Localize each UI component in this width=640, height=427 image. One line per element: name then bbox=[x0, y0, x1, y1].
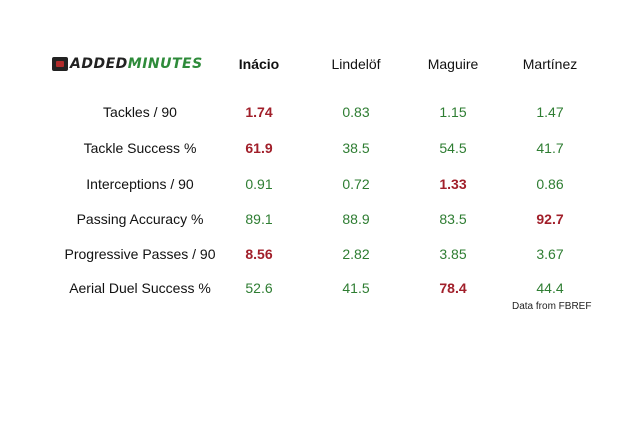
stat-cell: 0.91 bbox=[245, 176, 273, 192]
stat-cell-best: 78.4 bbox=[439, 280, 467, 296]
added-minutes-logo: ADDEDMINUTES bbox=[52, 55, 203, 73]
logo-minutes: MINUTES bbox=[127, 56, 203, 72]
stat-cell-best: 8.56 bbox=[245, 246, 273, 262]
row-label: Progressive Passes / 90 bbox=[64, 246, 216, 262]
row-label: Tackle Success % bbox=[83, 140, 197, 156]
stat-cell: 2.82 bbox=[342, 246, 370, 262]
player-header-3: Maguire bbox=[427, 56, 479, 72]
stat-cell: 0.86 bbox=[536, 176, 564, 192]
stat-cell: 52.6 bbox=[245, 280, 273, 296]
stat-cell-best: 1.74 bbox=[245, 104, 273, 120]
logo-text: ADDEDMINUTES bbox=[70, 56, 203, 72]
stat-cell: 41.7 bbox=[536, 140, 564, 156]
stat-cell: 38.5 bbox=[342, 140, 370, 156]
stat-cell: 1.15 bbox=[439, 104, 467, 120]
player-header-4: Martínez bbox=[522, 56, 578, 72]
stat-cell: 1.47 bbox=[536, 104, 564, 120]
row-label: Tackles / 90 bbox=[103, 104, 177, 120]
row-label: Interceptions / 90 bbox=[86, 176, 194, 192]
stat-cell: 44.4 bbox=[536, 280, 564, 296]
stat-cell: 83.5 bbox=[439, 211, 467, 227]
stat-cell: 54.5 bbox=[439, 140, 467, 156]
source-note: Data from FBREF bbox=[512, 301, 592, 312]
stat-cell: 3.85 bbox=[439, 246, 467, 262]
player-header-2: Lindelöf bbox=[331, 56, 381, 72]
stat-cell-best: 92.7 bbox=[536, 211, 564, 227]
logo-added: ADDED bbox=[70, 56, 128, 72]
stat-cell: 0.72 bbox=[342, 176, 370, 192]
stat-cell: 3.67 bbox=[536, 246, 564, 262]
player-header-1: Inácio bbox=[238, 56, 280, 72]
stat-cell: 41.5 bbox=[342, 280, 370, 296]
stat-cell-best: 61.9 bbox=[245, 140, 273, 156]
row-label: Aerial Duel Success % bbox=[69, 280, 211, 296]
stat-cell-best: 1.33 bbox=[439, 176, 467, 192]
stat-cell: 0.83 bbox=[342, 104, 370, 120]
row-label: Passing Accuracy % bbox=[76, 211, 204, 227]
logo-mark-icon bbox=[52, 57, 68, 71]
stat-cell: 89.1 bbox=[245, 211, 273, 227]
stat-cell: 88.9 bbox=[342, 211, 370, 227]
